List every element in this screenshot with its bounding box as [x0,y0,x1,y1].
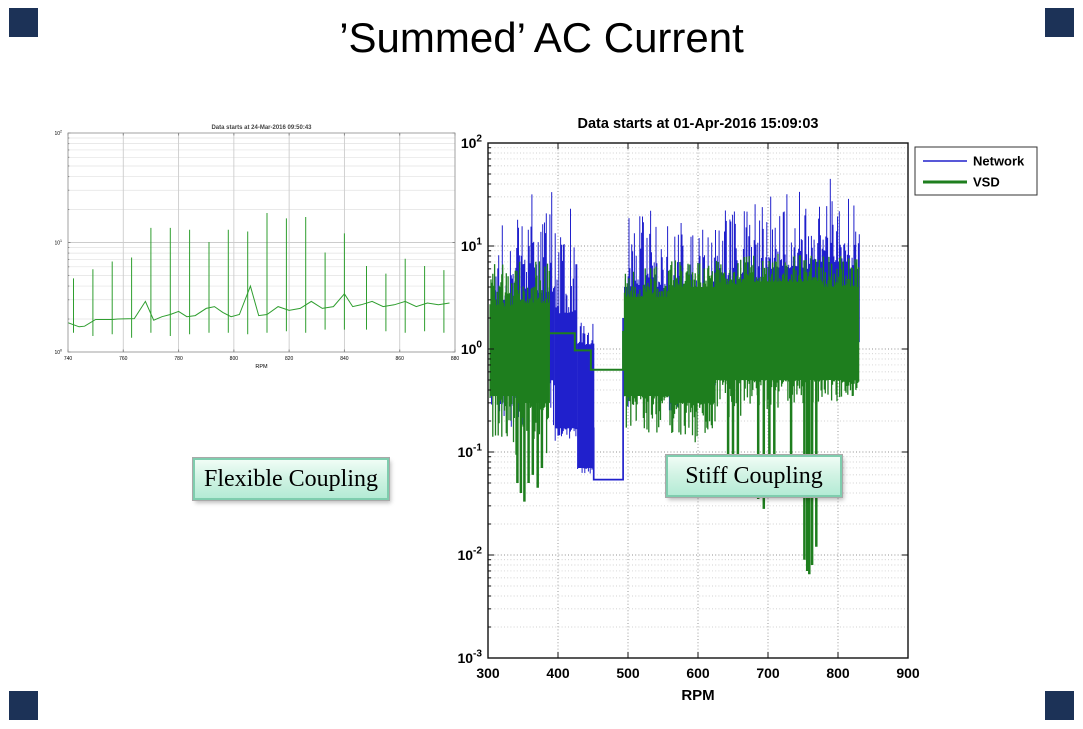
x-tick-label: 500 [616,665,640,681]
series-ac-current [68,213,450,338]
flexible-coupling-callout: Flexible Coupling [193,458,389,500]
x-tick-label: 840 [340,356,349,362]
x-tick-label: 900 [896,665,920,681]
legend-label-vsd: VSD [973,175,1000,190]
y-tick-label: 10-1 [457,443,482,460]
x-tick-label: 760 [119,356,128,362]
x-tick-label: 600 [686,665,710,681]
stiff-coupling-label: Stiff Coupling [685,462,823,489]
x-tick-label: 800 [230,356,239,362]
corner-mark-bottom-right [1045,691,1074,720]
legend: Network VSD [914,146,1038,196]
x-tick-label: 740 [64,356,73,362]
y-tick-label: 10-3 [457,649,482,666]
y-tick-label: 102 [55,130,62,137]
tick-marks [67,132,456,353]
y-tick-label: 100 [55,349,62,356]
tick-marks [487,142,909,659]
x-axis-label: RPM [681,687,714,704]
y-tick-label: 101 [461,237,483,254]
x-tick-label: 820 [285,356,294,362]
flexible-coupling-chart: 740 760 780 800 820 840 860 880 102 101 100 Data st… [55,125,460,370]
stiff-coupling-callout: Stiff Coupling [666,455,842,497]
y-tick-label: 101 [55,239,62,246]
slide-title: ’Summed’ AC Current [339,14,744,61]
corner-mark-top-left [9,8,38,37]
flexible-coupling-label: Flexible Coupling [204,465,378,492]
x-tick-label: 880 [451,356,460,362]
x-tick-label: 800 [826,665,850,681]
grid [488,143,908,658]
y-tick-label: 102 [461,134,483,151]
y-tick-label: 10-2 [457,546,482,563]
legend-label-network: Network [973,154,1025,169]
corner-mark-bottom-left [9,691,38,720]
stiff-coupling-chart: 300 400 500 600 700 800 900 102 101 100 10-1 10-2 10… [457,116,1038,704]
x-axis-label: RPM [255,364,268,370]
y-tick-label: 100 [461,340,483,357]
x-tick-label: 780 [174,356,183,362]
grid [68,133,455,352]
x-tick-label: 700 [756,665,780,681]
chart-title: Data starts at 24-Mar-2016 09:50:43 [211,125,312,131]
chart-title: Data starts at 01-Apr-2016 15:09:03 [578,116,819,132]
series-vsd [489,253,860,575]
corner-mark-top-right [1045,8,1074,37]
x-tick-label: 860 [396,356,405,362]
x-tick-label: 400 [546,665,570,681]
x-tick-label: 300 [476,665,500,681]
